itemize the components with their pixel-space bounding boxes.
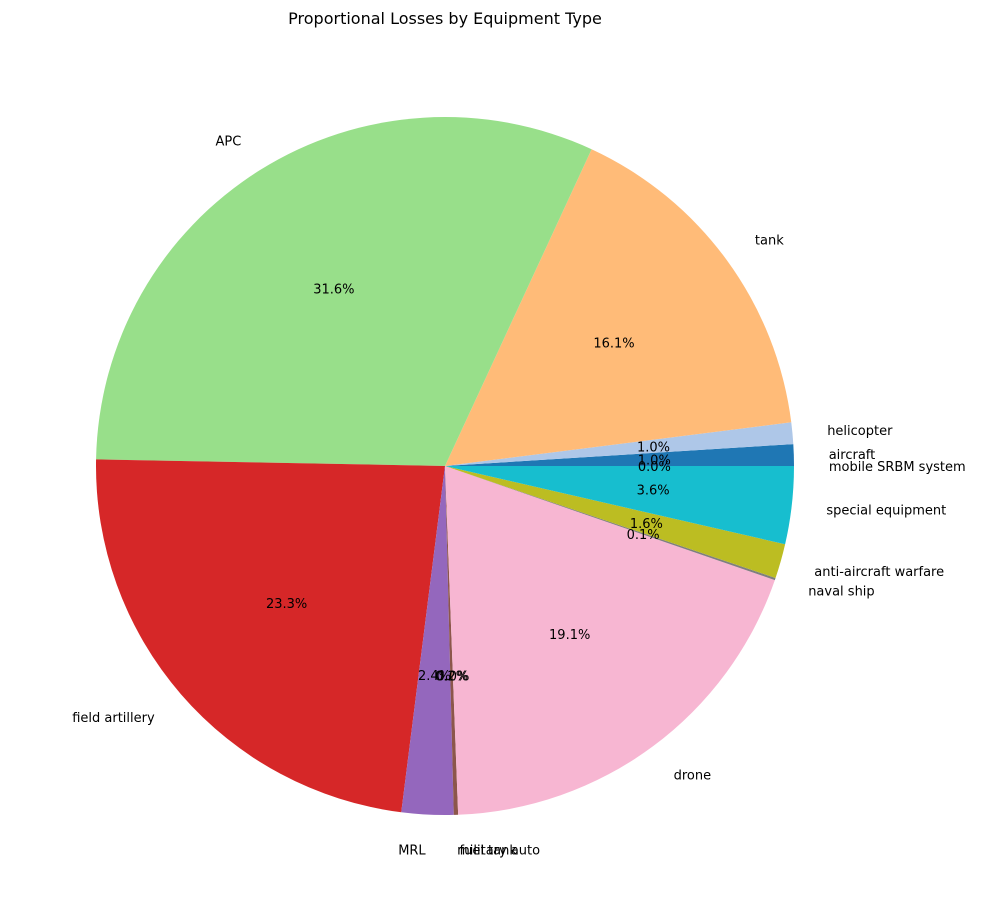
category-label-tank: tank [755, 233, 784, 248]
percent-label-fuel-tank: 0.0% [436, 669, 469, 684]
pie-slice-military-auto [445, 466, 459, 815]
pie-slice-naval-ship [445, 466, 776, 581]
pie-slices [95, 117, 794, 816]
category-label-mobile-srbm-system: mobile SRBM system [829, 460, 966, 475]
category-label-aircraft: aircraft [829, 448, 876, 463]
category-label-apc: APC [215, 135, 241, 150]
pie-slice-mrl [401, 466, 454, 816]
percent-label-drone: 19.1% [549, 628, 590, 643]
percent-label-naval-ship: 0.1% [627, 528, 660, 543]
percent-label-helicopter: 1.0% [637, 440, 670, 455]
percent-label-special-equipment: 3.6% [637, 484, 670, 499]
category-label-anti-aircraft-warfare: anti-aircraft warfare [814, 565, 944, 580]
pie-slice-field-artillery [95, 459, 446, 813]
category-label-mrl: MRL [398, 843, 426, 858]
category-label-military-auto: military auto [457, 844, 540, 859]
category-label-fuel-tank: fuel tank [460, 844, 518, 859]
percent-label-mobile-srbm-system: 0.0% [638, 460, 671, 475]
percent-label-apc: 31.6% [313, 283, 354, 298]
pie-slice-drone [445, 466, 775, 815]
category-label-helicopter: helicopter [827, 424, 893, 439]
pie-slice-apc [96, 117, 592, 467]
pie-slice-anti-aircraft-warfare [445, 466, 786, 579]
category-label-drone: drone [674, 768, 712, 783]
pie-slice-helicopter [445, 422, 794, 466]
category-label-field-artillery: field artillery [72, 711, 155, 726]
pie-slice-special-equipment [445, 466, 794, 545]
percent-label-military-auto: 0.2% [435, 669, 468, 684]
percent-label-field-artillery: 23.3% [266, 597, 307, 612]
percent-label-tank: 16.1% [593, 336, 634, 351]
pie-slice-aircraft [445, 444, 794, 466]
percent-label-aircraft: 1.0% [638, 453, 671, 468]
percent-labels: 1.0%1.0%16.1%31.6%23.3%2.4%0.2%0.0%19.1%… [266, 283, 671, 685]
percent-label-anti-aircraft-warfare: 1.6% [630, 517, 663, 532]
category-label-special-equipment: special equipment [826, 503, 946, 518]
category-label-naval-ship: naval ship [808, 584, 875, 599]
percent-label-mrl: 2.4% [418, 669, 451, 684]
category-labels: aircraft helicopter tank APC field artillery… [72, 135, 965, 859]
pie-slice-tank [445, 149, 792, 467]
chart-title: Proportional Losses by Equipment Type [288, 9, 602, 28]
